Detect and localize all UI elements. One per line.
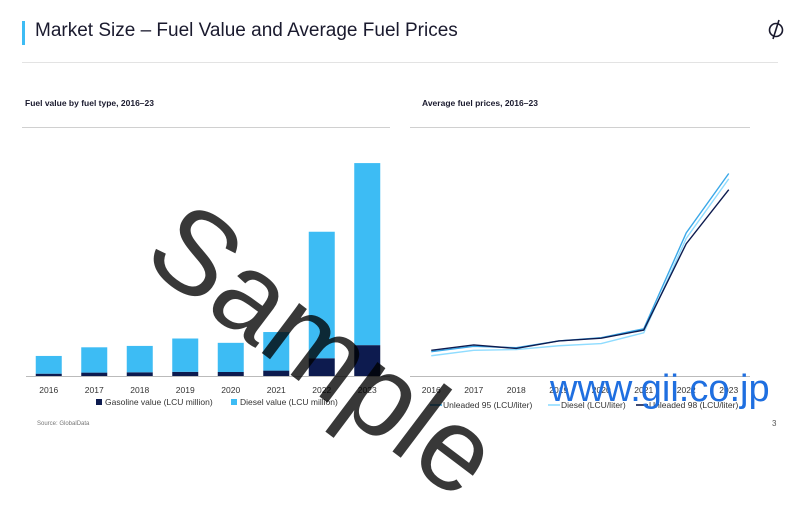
bar-x-tick-2021: 2021	[267, 385, 286, 395]
line-x-tick-2023: 2023	[719, 385, 738, 395]
gasoline-bar-2023	[354, 345, 381, 376]
line-x-tick-2021: 2021	[634, 385, 653, 395]
globaldata-logo-icon	[768, 19, 784, 40]
line-x-tick-2016: 2016	[422, 385, 441, 395]
diesel-bar-2023	[354, 163, 381, 346]
price-line-0	[431, 173, 730, 353]
title-accent-bar	[22, 21, 25, 45]
price-line-2	[431, 189, 730, 352]
line-x-tick-2019: 2019	[549, 385, 568, 395]
diesel-bar-2022	[308, 231, 335, 359]
header-divider	[22, 62, 778, 63]
diesel-bar-2021	[263, 332, 290, 371]
gii-watermark: www.gii.co.jp	[550, 368, 770, 410]
price-line-1	[431, 178, 730, 357]
right-chart-rule	[410, 127, 750, 128]
fuel-value-bar-chart: 2016 2017 2018 2019 2020 2021 2022 2023 Gasoline…	[26, 163, 390, 407]
gasoline-bar-2022	[308, 358, 335, 376]
line-legend-label-0: Unleaded 95 (LCU/liter)	[443, 400, 532, 410]
gasoline-bar-2021	[263, 370, 290, 376]
gasoline-bar-2017	[81, 372, 108, 376]
source-note: Source: GlobalData	[37, 421, 90, 427]
charts-canvas: 2016 2017 2018 2019 2020 2021 2022 2023 Gasoline…	[26, 163, 750, 410]
line-x-tick-2018: 2018	[507, 385, 526, 395]
bar-x-tick-2017: 2017	[85, 385, 104, 395]
line-x-tick-2020: 2020	[592, 385, 611, 395]
bar-legend-swatch-1	[231, 399, 237, 405]
diesel-bar-2017	[81, 347, 108, 373]
page-title: Market Size – Fuel Value and Average Fue…	[35, 20, 458, 41]
gasoline-bar-2016	[35, 373, 62, 376]
line-legend-label-2: Unleaded 98 (LCU/liter)	[649, 400, 738, 410]
gasoline-bar-2020	[217, 371, 244, 376]
fuel-prices-line-chart: 2016 2017 2018 2019 2020 2021 2022 2023 Unleaded…	[410, 173, 750, 410]
bar-x-tick-2023: 2023	[358, 385, 377, 395]
bar-x-tick-2019: 2019	[176, 385, 195, 395]
bar-x-tick-2018: 2018	[130, 385, 149, 395]
line-x-tick-2022: 2022	[677, 385, 696, 395]
left-chart-title: Fuel value by fuel type, 2016–23	[25, 98, 154, 108]
bar-legend-label-0: Gasoline value (LCU million)	[105, 397, 213, 407]
gasoline-bar-2019	[172, 371, 199, 376]
gasoline-bar-2018	[126, 372, 153, 376]
diesel-bar-2018	[126, 345, 153, 373]
diesel-bar-2016	[35, 355, 62, 374]
diesel-bar-2020	[217, 342, 244, 372]
bar-legend-label-1: Diesel value (LCU million)	[240, 397, 338, 407]
bar-x-tick-2020: 2020	[221, 385, 240, 395]
diesel-bar-2019	[172, 338, 199, 372]
left-chart-rule	[22, 127, 390, 128]
bar-legend-swatch-0	[96, 399, 102, 405]
line-x-tick-2017: 2017	[464, 385, 483, 395]
right-chart-title: Average fuel prices, 2016–23	[422, 98, 538, 108]
line-legend-label-1: Diesel (LCU/liter)	[561, 400, 626, 410]
page-number: 3	[772, 419, 777, 428]
bar-x-tick-2022: 2022	[312, 385, 331, 395]
bar-x-tick-2016: 2016	[39, 385, 58, 395]
